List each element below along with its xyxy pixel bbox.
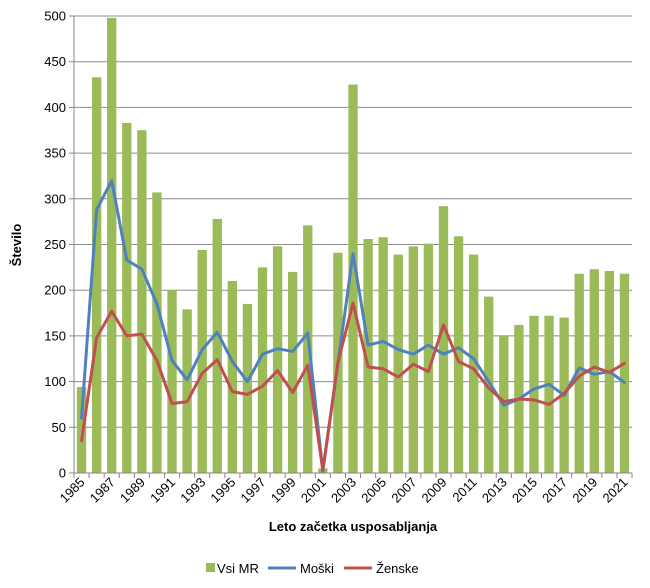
bar-1989 (137, 130, 147, 473)
bar-1985 (76, 387, 87, 473)
x-tick-label: 1989 (117, 475, 148, 506)
x-tick-label: 2011 (449, 475, 479, 505)
x-tick-label: 2001 (298, 475, 329, 506)
y-tick-label: 250 (44, 237, 66, 252)
y-axis-title: Število (9, 224, 24, 267)
y-tick-label: 400 (44, 100, 66, 115)
bar-2007 (408, 246, 418, 473)
y-tick-label: 100 (44, 374, 66, 389)
axes (69, 15, 633, 478)
y-tick-label: 450 (44, 54, 66, 69)
legend-label: Ženske (376, 561, 419, 576)
legend-label: Vsi MR (217, 561, 259, 576)
x-tick-label: 1987 (87, 475, 118, 506)
y-tick-label: 200 (44, 283, 66, 298)
bar-1999 (288, 271, 298, 473)
bar-2015 (529, 315, 539, 473)
bar-1991 (167, 290, 177, 473)
bar-2009 (438, 206, 449, 473)
legend-label: Moški (300, 561, 334, 576)
bar-2011 (468, 254, 479, 473)
x-tick-label: 2017 (539, 475, 570, 506)
bar-2005 (378, 237, 388, 473)
y-tick-label: 50 (52, 420, 66, 435)
bar-1996 (242, 303, 253, 473)
legend-swatch-vsi-mr (206, 563, 215, 572)
bar-2008 (423, 243, 434, 473)
line-series (80, 179, 626, 473)
line-moski (80, 179, 626, 473)
bar-2019 (589, 269, 599, 473)
y-tick-labels: 0 50 100 150 200 250 300 350 400 450 500 (44, 9, 66, 481)
bar-1992 (182, 309, 192, 473)
x-tick-label: 2003 (328, 475, 359, 506)
legend: Vsi MR Moški Ženske (206, 561, 419, 576)
x-tick-label: 2019 (569, 475, 600, 506)
x-tick-label: 2009 (419, 475, 450, 506)
y-tick-label: 150 (44, 328, 66, 343)
bar-2006 (393, 254, 403, 473)
bar-1988 (122, 122, 132, 474)
y-tick-label: 0 (59, 466, 66, 481)
bar-1995 (227, 281, 238, 473)
x-tick-label: 2013 (479, 475, 510, 506)
bar-1987 (107, 17, 117, 473)
x-tick-labels: 1985 1987 1989 1991 1993 1995 1997 1999 2001 2003… (57, 475, 631, 506)
y-tick-label: 300 (44, 191, 66, 206)
bar-2016 (544, 315, 554, 473)
bar-1993 (197, 249, 207, 473)
bar-2010 (453, 236, 464, 473)
x-axis-title: Leto začetka usposabljanja (269, 519, 438, 534)
bar-1994 (212, 218, 222, 473)
bar-1998 (272, 246, 283, 473)
x-tick-label: 1991 (147, 475, 178, 506)
bar-2004 (363, 239, 373, 473)
bar-2018 (574, 273, 584, 473)
bar-2021 (619, 273, 630, 473)
bar-2012 (484, 296, 494, 473)
x-tick-label: 1995 (207, 475, 238, 506)
y-tick-label: 350 (44, 146, 66, 161)
x-tick-label: 2021 (600, 475, 631, 506)
x-tick-label: 1993 (177, 475, 208, 506)
x-tick-label: 1999 (268, 475, 299, 506)
bar-1997 (257, 267, 268, 473)
bar-2003 (348, 84, 358, 474)
x-tick-label: 2007 (388, 475, 419, 506)
line-zenske (80, 301, 626, 472)
x-tick-label: 2005 (358, 475, 389, 506)
x-tick-label: 1997 (238, 475, 269, 506)
y-tick-label: 500 (44, 9, 66, 24)
bar-1986 (91, 77, 102, 473)
bar-2000 (303, 225, 313, 473)
bar-1990 (152, 192, 162, 474)
x-tick-label: 2015 (509, 475, 540, 506)
